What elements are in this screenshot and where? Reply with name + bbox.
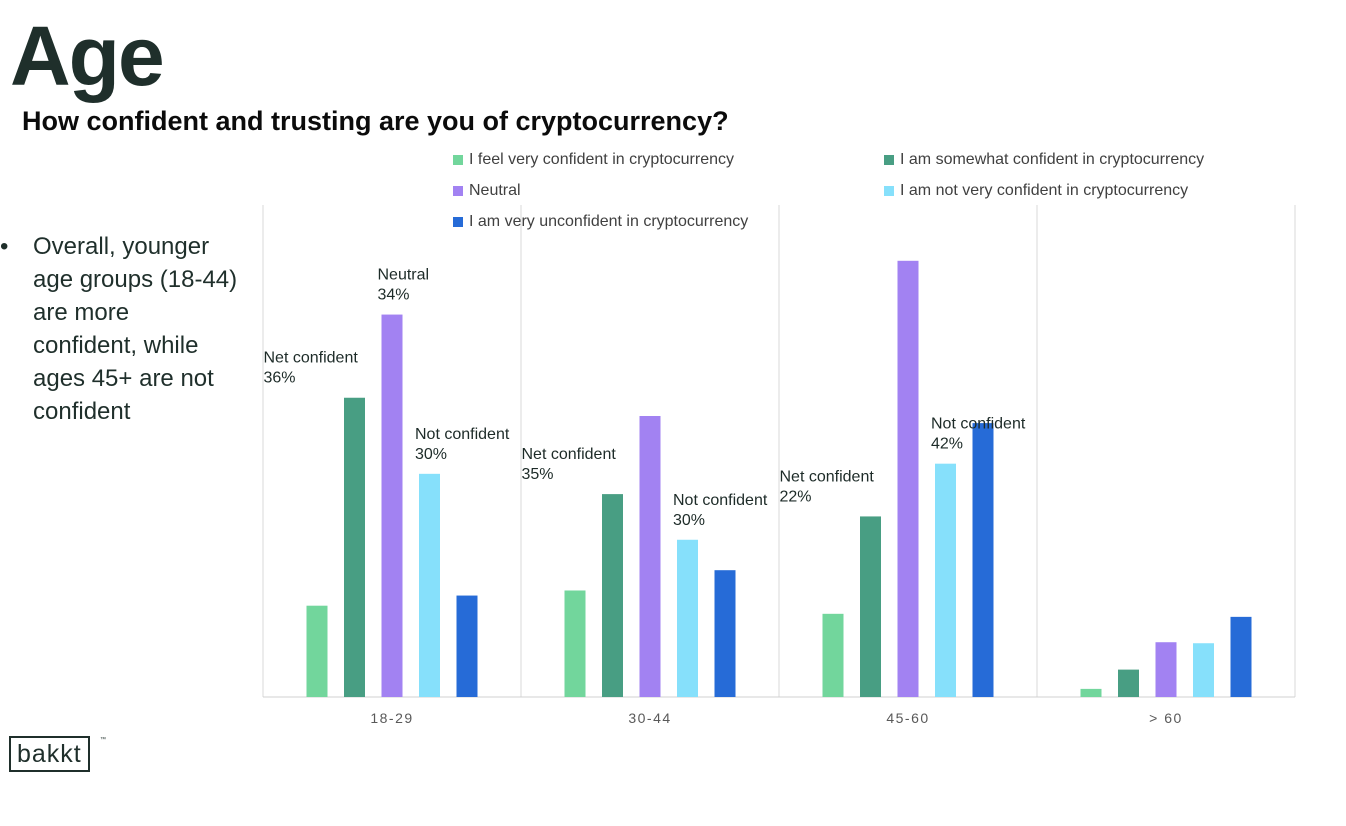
- bar: [381, 314, 403, 697]
- bar: [822, 613, 844, 697]
- bar: [972, 423, 994, 697]
- bar: [344, 397, 365, 697]
- page-title: Age: [10, 9, 165, 103]
- annotation-label: Not confident: [931, 416, 1026, 433]
- annotation-label: Neutral: [378, 267, 430, 284]
- annotation-label: Not confident: [673, 492, 768, 509]
- x-tick-label: > 60: [1149, 710, 1183, 726]
- bar: [639, 416, 661, 697]
- bar: [1080, 688, 1102, 697]
- annotation-value: 35%: [522, 466, 554, 483]
- bar: [1230, 616, 1252, 697]
- insight-text: Overall, younger age groups (18-44) are …: [33, 233, 238, 425]
- x-tick-label: 45-60: [886, 710, 929, 726]
- bar: [935, 463, 956, 697]
- annotation-value: 22%: [780, 488, 812, 505]
- annotation-value: 30%: [673, 512, 705, 529]
- bar: [564, 590, 586, 697]
- bar: [602, 494, 623, 697]
- annotation-label: Net confident: [264, 350, 359, 367]
- bar: [306, 605, 328, 697]
- bar: [1118, 669, 1139, 697]
- bar: [714, 570, 736, 697]
- bar: [677, 539, 698, 697]
- bar: [1155, 642, 1177, 697]
- bar: [456, 595, 478, 697]
- bar: [897, 260, 919, 697]
- bar: [860, 516, 881, 697]
- annotation-value: 30%: [415, 446, 447, 463]
- chart-question: How confident and trusting are you of cr…: [22, 106, 729, 136]
- bakkt-logo: bakkt: [9, 736, 90, 772]
- annotation-label: Net confident: [522, 446, 617, 463]
- x-tick-label: 18-29: [370, 710, 413, 726]
- annotation-label: Not confident: [415, 426, 510, 443]
- annotation-label: Net confident: [780, 468, 875, 485]
- annotation-value: 36%: [264, 370, 296, 387]
- annotation-value: 42%: [931, 436, 963, 453]
- bullet-icon: •: [0, 233, 9, 260]
- logo-trademark: ™: [100, 737, 106, 743]
- bar: [419, 473, 440, 697]
- bar: [1193, 643, 1214, 697]
- x-tick-label: 30-44: [628, 710, 671, 726]
- annotation-value: 34%: [378, 287, 410, 304]
